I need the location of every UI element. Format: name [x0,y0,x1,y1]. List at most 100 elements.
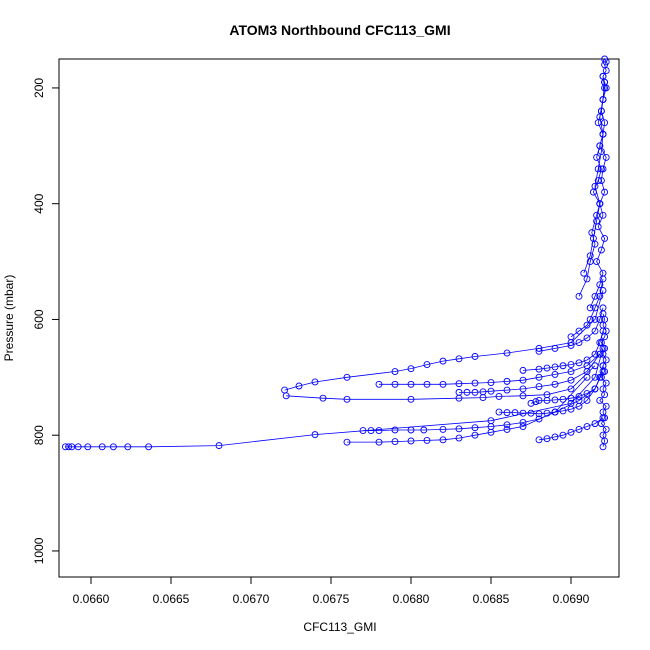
data-point [567,428,575,436]
data-point [559,362,567,370]
data-point [543,435,551,443]
data-point [367,427,375,435]
data-point [543,409,551,417]
data-point [599,310,607,318]
data-point [455,388,463,396]
data-point [439,425,447,433]
data-point [599,269,607,277]
series-line [530,365,604,404]
data-point [567,361,575,369]
data-point [575,327,583,335]
x-tick-label: 0.0675 [313,592,350,606]
y-tick-label: 400 [32,193,46,213]
data-point [601,78,609,86]
data-point [602,327,610,335]
data-point [455,434,463,442]
data-point [591,304,599,312]
data-point [375,380,383,388]
data-point [503,421,511,429]
data-point [535,365,543,373]
data-point [567,333,575,341]
data-point [602,356,610,364]
data-point [599,304,607,312]
data-point [479,388,487,396]
data-point [391,426,399,434]
data-point [439,357,447,365]
series-line [570,278,604,338]
data-point [597,246,605,254]
data-point [535,344,543,352]
data-point [455,425,463,433]
data-point [596,397,604,404]
data-point [439,380,447,388]
series-line [379,353,601,385]
data-point [503,409,511,417]
data-point [596,315,604,323]
data-point [602,402,610,410]
data-point [391,438,399,446]
data-point [282,392,290,400]
data-point [601,188,609,196]
data-point [109,443,117,451]
data-point [591,315,599,323]
data-point [591,362,599,370]
y-tick-label: 200 [32,78,46,98]
data-point [602,425,610,433]
x-tick-label: 0.0665 [153,592,190,606]
chart-title: ATOM3 Northbound CFC113_GMI [229,22,450,38]
y-axis-label: Pressure (mbar) [2,275,16,362]
y-tick-label: 600 [32,309,46,329]
series-line [284,290,604,391]
data-point [599,431,607,439]
series-line [363,388,596,432]
series-line [347,377,588,443]
data-point [391,380,399,388]
data-point [519,423,527,430]
data-point [599,385,607,393]
data-point [575,339,583,347]
data-point [319,394,327,402]
data-point [583,275,591,283]
x-axis: 0.0660 0.0665 0.0670 0.0675 0.0680 0.0685 0.06… [73,577,590,606]
data-point [503,349,511,357]
data-point [593,153,601,161]
data-point [535,383,543,391]
data-point [471,431,479,439]
data-point [455,355,463,363]
series-line [599,313,607,447]
data-point [599,362,607,370]
data-point [503,425,511,433]
data-point [471,353,479,360]
data-point [423,436,431,444]
data-point [423,380,431,388]
data-point [602,379,610,387]
x-tick-label: 0.0660 [73,592,110,606]
data-point [551,380,559,388]
data-point [583,356,591,364]
data-point [601,344,609,352]
series-line [522,330,604,371]
data-point [567,368,575,375]
data-point [599,408,607,416]
data-point [599,130,607,138]
series-line [286,365,596,400]
data-point [407,380,415,388]
data-point [583,390,591,397]
data-point [575,392,583,400]
data-point [407,437,415,445]
data-point [597,339,605,347]
data-point [535,347,543,355]
data-point [487,387,495,395]
data-point [597,373,605,381]
data-point [575,359,583,367]
data-point [591,385,599,393]
data-point [535,415,543,423]
data-point [511,409,519,417]
data-point [596,292,604,300]
data-point [602,153,610,161]
data-point [519,392,527,400]
data-point [343,438,351,446]
data-point [535,410,543,418]
data-point [519,366,527,374]
series-line [498,371,604,415]
